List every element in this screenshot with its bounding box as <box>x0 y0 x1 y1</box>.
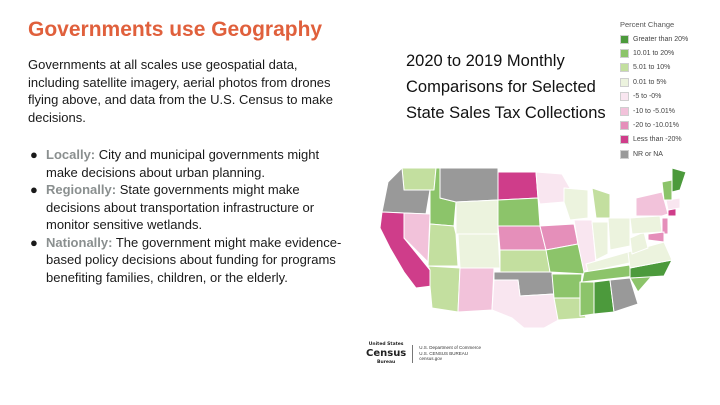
state-north-dakota <box>497 171 539 201</box>
bullet-lead: Locally: <box>46 147 96 162</box>
map-title: 2020 to 2019 Monthly Comparisons for Sel… <box>406 52 606 122</box>
dept-line: U.S. Department of Commerce <box>419 345 482 351</box>
legend-item: -5 to -0% <box>620 90 716 104</box>
bullet-dot-icon: ● <box>30 182 38 197</box>
state-new-york <box>635 191 669 217</box>
legend-item: -20 to -10.01% <box>620 118 716 132</box>
intro-paragraph: Governments at all scales use geospatial… <box>28 57 333 125</box>
legend-label: -5 to -0% <box>633 93 662 101</box>
legend-title: Percent Change <box>620 20 675 29</box>
state-texas <box>491 279 563 328</box>
state-maine <box>671 168 686 193</box>
map-legend: Percent Change Greater than 20% 10.01 to… <box>620 20 716 162</box>
state-vermont-nh <box>661 179 673 201</box>
state-nebraska <box>497 225 547 251</box>
state-arizona <box>427 265 461 313</box>
legend-swatch <box>620 49 629 59</box>
legend-swatch <box>620 34 629 44</box>
census-department: U.S. Department of Commerce U.S. CENSUS … <box>419 345 481 362</box>
state-montana <box>439 168 499 203</box>
bullet-lead: Nationally: <box>46 234 113 250</box>
legend-swatch <box>620 92 629 102</box>
state-new-jersey <box>661 217 669 235</box>
census-logo: United States Census Bureau U.S. Departm… <box>366 340 481 367</box>
state-georgia <box>609 277 639 313</box>
legend-label: 10.01 to 20% <box>633 50 675 58</box>
census-wordmark: United States Census Bureau <box>366 340 406 367</box>
state-maryland <box>647 231 665 243</box>
bullet-list: ● Locally: City and municipal governments… <box>28 146 346 286</box>
census-logo-main: Census <box>366 348 407 359</box>
legend-item: NR or NA <box>620 147 716 161</box>
legend-label: -20 to -10.01% <box>633 122 679 130</box>
state-arkansas <box>551 273 583 299</box>
bullet-lead: Regionally: <box>46 182 117 197</box>
state-michigan <box>591 187 611 219</box>
state-mississippi <box>579 281 595 317</box>
state-ohio <box>607 217 631 251</box>
legend-label: -10 to -5.01% <box>633 107 676 115</box>
dept-line: census.gov <box>419 356 443 362</box>
census-logo-top: United States <box>368 342 404 347</box>
legend-item: Less than -20% <box>620 133 716 147</box>
legend-item: Greater than 20% <box>620 32 716 46</box>
bullet-dot-icon: ● <box>30 234 38 250</box>
legend-label: Greater than 20% <box>633 35 689 43</box>
legend-swatch <box>620 121 629 131</box>
bullet-national: ● Nationally: The government might make e… <box>28 234 346 287</box>
bullet-text: City and municipal governments might mak… <box>46 147 320 180</box>
state-wisconsin <box>563 187 589 221</box>
legend-label: 5.01 to 10% <box>633 64 671 72</box>
legend-swatch <box>620 77 629 87</box>
us-state-map <box>379 168 686 328</box>
census-logo-bottom: Bureau <box>377 360 396 365</box>
legend-item: 5.01 to 10% <box>620 61 716 75</box>
dept-line: U.S. CENSUS BUREAU <box>419 350 469 356</box>
state-indiana <box>591 221 609 261</box>
state-kansas <box>499 249 551 273</box>
legend-swatch <box>620 149 629 159</box>
state-washington <box>401 168 437 191</box>
legend-swatch <box>620 63 629 73</box>
state-utah <box>427 223 459 267</box>
state-massachusetts <box>665 197 681 211</box>
legend-label: Less than -20% <box>633 136 682 144</box>
legend-swatch <box>620 106 629 116</box>
legend-item: -10 to -5.01% <box>620 104 716 118</box>
legend-item: 0.01 to 5% <box>620 75 716 89</box>
state-wyoming <box>455 199 499 235</box>
legend-label: 0.01 to 5% <box>633 78 667 86</box>
slide-title: Governments use Geography <box>28 18 323 41</box>
bullet-text: The government might make evidence-based… <box>46 234 342 285</box>
state-colorado <box>457 233 501 269</box>
state-south-dakota <box>497 197 541 227</box>
state-new-mexico <box>457 267 495 313</box>
state-virginia <box>627 241 673 269</box>
bullet-regional: ● Regionally: State governments might mak… <box>28 181 346 234</box>
state-louisiana <box>553 297 587 321</box>
legend-label: NR or NA <box>633 150 663 158</box>
state-pennsylvania <box>629 215 663 235</box>
logo-divider <box>412 344 414 363</box>
bullet-dot-icon: ● <box>30 147 38 162</box>
bullet-text: State governments might make decisions a… <box>46 182 315 232</box>
bullet-local: ● Locally: City and municipal governments… <box>28 146 346 181</box>
legend-item: 10.01 to 20% <box>620 46 716 60</box>
legend-swatch <box>620 135 629 145</box>
